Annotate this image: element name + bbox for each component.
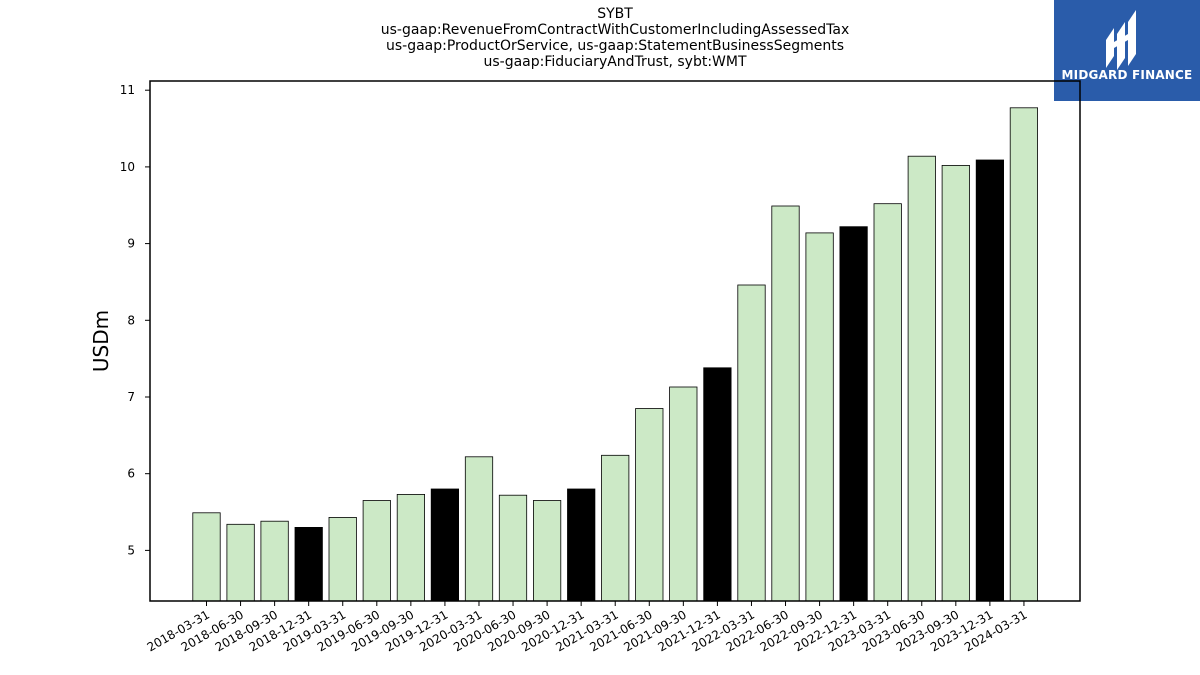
bar-2021-03-31 (601, 454, 630, 602)
y-tick-label-9: 9 (127, 237, 135, 251)
y-tick-label-11: 11 (120, 83, 135, 97)
bar-2020-12-31 (567, 488, 596, 602)
title-line-members: us-gaap:FiduciaryAndTrust, sybt:WMT (483, 54, 747, 70)
bar-2021-09-30 (669, 386, 698, 602)
logo-mark-icon (1106, 10, 1136, 70)
x-axis: 2018-03-312018-06-302018-09-302018-12-31… (145, 601, 1029, 654)
bar-2019-06-30 (362, 500, 391, 602)
bar-2019-03-31 (328, 517, 357, 602)
bar-2023-09-30 (941, 164, 970, 602)
y-tick-label-7: 7 (127, 390, 135, 404)
bar-2022-03-31 (737, 284, 766, 602)
bar-2019-09-30 (396, 493, 426, 602)
bar-2020-09-30 (533, 500, 562, 602)
plot-frame (149, 80, 1081, 602)
bar-2021-12-31 (703, 367, 732, 602)
bar-2024-03-31 (1009, 107, 1039, 602)
bar-2018-09-30 (260, 520, 289, 602)
bar-2023-12-31 (975, 159, 1005, 602)
bar-2019-12-31 (430, 488, 460, 602)
bar-2020-03-31 (464, 456, 494, 602)
y-tick-label-5: 5 (127, 543, 135, 557)
logo-text: MIDGARD FINANCE (1061, 68, 1193, 82)
y-axis-label: USDm (89, 310, 113, 372)
title-line-axes: us-gaap:ProductOrService, us-gaap:Statem… (385, 38, 844, 54)
y-axis: 5 6 7 8 9 10 11 (120, 83, 150, 557)
bar-2022-09-30 (805, 232, 834, 602)
bar-2022-06-30 (771, 205, 800, 602)
title-line-ticker: SYBT (597, 6, 633, 22)
bar-2018-12-31 (294, 527, 323, 602)
bar-2023-06-30 (907, 155, 936, 602)
title-line-concept: us-gaap:RevenueFromContractWithCustomerI… (380, 22, 850, 38)
bars-group (192, 107, 1039, 602)
bar-2023-03-31 (873, 203, 902, 602)
bar-2018-03-31 (192, 512, 221, 602)
bar-2020-06-30 (498, 494, 528, 602)
bar-2021-06-30 (635, 408, 664, 602)
midgard-finance-logo: MIDGARD FINANCE (1054, 0, 1200, 101)
bar-2018-06-30 (226, 523, 255, 602)
bar-2022-12-31 (839, 226, 868, 602)
y-tick-label-10: 10 (120, 160, 135, 174)
y-tick-label-8: 8 (127, 313, 135, 327)
y-tick-label-6: 6 (127, 467, 135, 481)
chart-title: SYBT us-gaap:RevenueFromContractWithCust… (150, 6, 1080, 70)
